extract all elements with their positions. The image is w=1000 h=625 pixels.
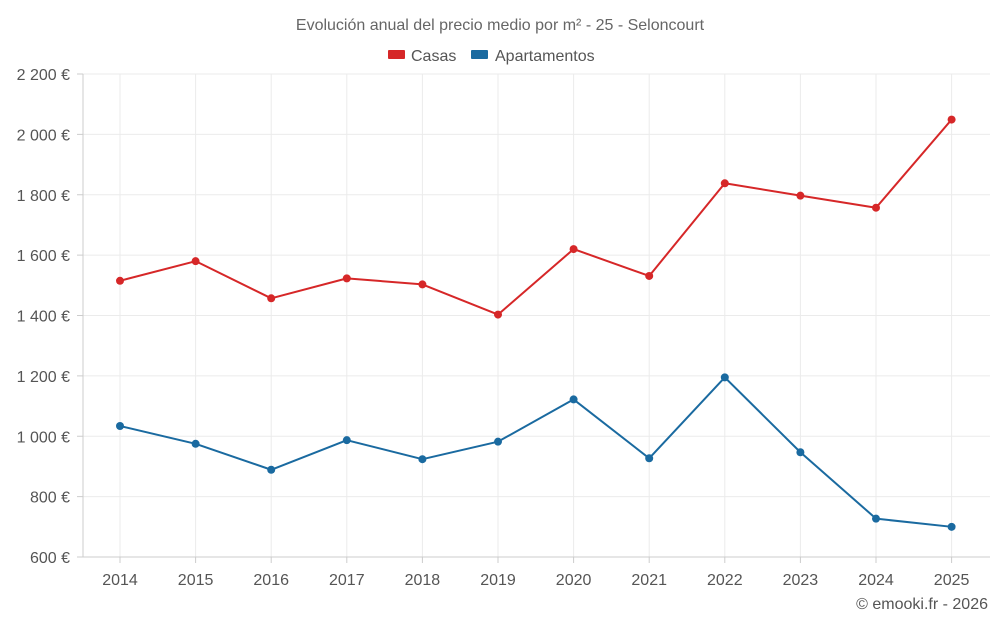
data-point-casas[interactable] (645, 271, 654, 280)
x-tick-label: 2015 (178, 572, 214, 589)
series-line-casas (119, 118, 953, 316)
series-line-apartamentos (119, 376, 952, 528)
data-point-casas[interactable] (418, 280, 427, 289)
series-points (116, 115, 956, 531)
data-point-casas[interactable] (569, 245, 578, 254)
y-tick-label: 1 800 € (17, 188, 70, 205)
y-tick-label: 1 600 € (17, 248, 70, 265)
y-axis-ticks: 600 € 800 € 1 000 € 1 200 € 1 400 € 1 600 € 1 … (17, 67, 83, 567)
x-tick-label: 2016 (253, 572, 289, 589)
data-point-apartamentos[interactable] (494, 437, 502, 446)
y-tick-label: 2 200 € (17, 67, 70, 84)
y-tick-label: 1 000 € (17, 429, 70, 446)
x-tick-label: 2017 (329, 572, 365, 589)
legend-label-apartamentos[interactable]: Apartamentos (495, 48, 595, 65)
data-point-apartamentos[interactable] (645, 454, 654, 463)
data-point-apartamentos[interactable] (947, 522, 956, 531)
data-point-casas[interactable] (947, 115, 956, 124)
y-tick-label: 1 200 € (17, 369, 70, 386)
x-axis-ticks: 2014 2015 2016 2017 2018 2019 2020 2021 2022 2023… (102, 557, 969, 589)
data-point-casas[interactable] (267, 294, 276, 303)
y-tick-label: 2 000 € (17, 127, 70, 144)
data-point-apartamentos[interactable] (116, 421, 124, 430)
x-tick-label: 2021 (631, 572, 667, 589)
y-tick-label: 1 400 € (17, 309, 70, 326)
x-tick-label: 2018 (405, 572, 441, 589)
legend-swatch-casas[interactable] (388, 50, 405, 59)
x-tick-label: 2025 (934, 572, 970, 589)
gridlines (83, 73, 990, 558)
data-point-casas[interactable] (872, 203, 880, 212)
data-point-casas[interactable] (342, 274, 351, 283)
y-tick-label: 800 € (30, 490, 70, 507)
legend-label-casas[interactable]: Casas (411, 48, 456, 65)
chart-title: Evolución anual del precio medio por m² … (296, 17, 705, 34)
data-point-apartamentos[interactable] (796, 448, 805, 457)
x-tick-label: 2019 (480, 572, 516, 589)
data-point-casas[interactable] (720, 179, 729, 188)
legend-swatch-apartamentos[interactable] (471, 50, 488, 59)
data-point-apartamentos[interactable] (720, 373, 729, 382)
data-point-casas[interactable] (796, 191, 805, 200)
data-point-apartamentos[interactable] (267, 465, 276, 474)
y-tick-label: 600 € (30, 550, 70, 567)
legend: Casas Apartamentos (388, 48, 595, 65)
data-point-apartamentos[interactable] (569, 395, 578, 404)
x-tick-label: 2022 (707, 572, 743, 589)
x-tick-label: 2024 (858, 572, 894, 589)
data-point-apartamentos[interactable] (191, 439, 200, 448)
data-point-casas[interactable] (494, 310, 502, 319)
x-tick-label: 2014 (102, 572, 138, 589)
x-tick-label: 2020 (556, 572, 592, 589)
data-point-casas[interactable] (116, 276, 124, 285)
credit-text: © emooki.fr - 2026 (856, 596, 988, 613)
series-lines (119, 118, 953, 528)
x-tick-label: 2023 (783, 572, 819, 589)
data-point-casas[interactable] (191, 257, 200, 266)
data-point-apartamentos[interactable] (872, 514, 880, 523)
data-point-apartamentos[interactable] (418, 455, 427, 464)
data-point-apartamentos[interactable] (342, 436, 351, 445)
